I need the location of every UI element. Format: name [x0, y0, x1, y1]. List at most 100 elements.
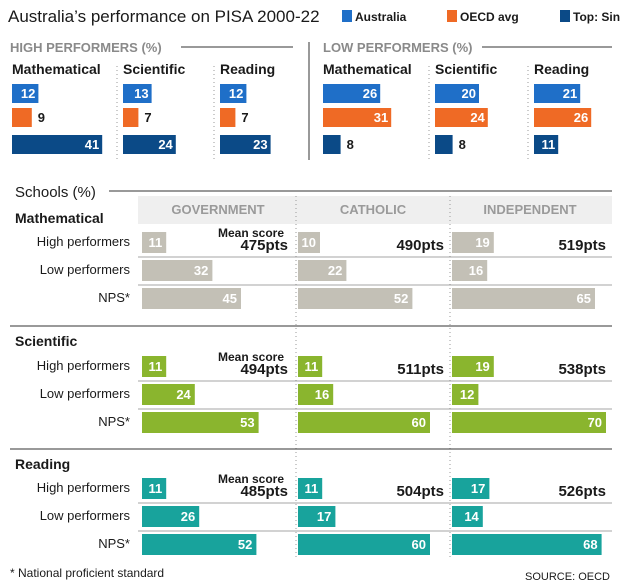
bar-value: 24	[176, 387, 191, 402]
bar-value: 11	[148, 481, 162, 496]
row-label: High performers	[37, 234, 131, 249]
bar	[452, 260, 488, 281]
row-label: NPS*	[98, 290, 130, 305]
bar-value: 19	[475, 235, 489, 250]
bar-value: 70	[588, 415, 602, 430]
bar-value: 8	[347, 137, 354, 152]
bar-value: 68	[583, 537, 597, 552]
schools-title: Schools (%)	[15, 184, 96, 201]
legend-swatch	[342, 10, 352, 22]
footnote: * National proficient standard	[10, 566, 164, 580]
bar-value: 7	[241, 110, 248, 125]
mean-score: 475pts	[240, 237, 288, 254]
mean-score-label: Mean score	[218, 472, 284, 486]
bar	[452, 506, 483, 527]
bar-value: 12	[460, 387, 474, 402]
bar	[12, 84, 39, 103]
bar-value: 11	[304, 481, 318, 496]
row-label: NPS*	[98, 414, 130, 429]
bar-value: 60	[412, 537, 426, 552]
bar-value: 8	[459, 137, 466, 152]
column-header-band	[138, 196, 612, 224]
bar-value: 65	[577, 291, 591, 306]
group-label: Scientific	[123, 61, 185, 77]
bar	[298, 384, 334, 405]
bar-value: 24	[470, 110, 485, 125]
row-label: Low performers	[40, 386, 131, 401]
row-label: High performers	[37, 480, 131, 495]
bar-value: 20	[462, 86, 476, 101]
bar	[298, 288, 413, 309]
bar	[323, 84, 381, 103]
bar	[220, 84, 247, 103]
bar	[142, 506, 200, 527]
bar	[534, 108, 592, 127]
subject-label: Mathematical	[15, 210, 104, 226]
bar-value: 23	[253, 137, 267, 152]
group-label: Mathematical	[323, 61, 412, 77]
bar	[452, 232, 494, 253]
bar-value: 31	[374, 110, 388, 125]
bar	[142, 534, 257, 555]
bar	[323, 108, 392, 127]
bar	[452, 478, 490, 499]
row-label: Low performers	[40, 262, 131, 277]
group-label: Mathematical	[12, 61, 101, 77]
bar-value: 26	[181, 509, 195, 524]
bar	[220, 108, 236, 127]
bar-value: 12	[21, 86, 35, 101]
legend-swatch	[447, 10, 457, 22]
bar-value: 22	[328, 263, 342, 278]
panel-title: HIGH PERFORMERS (%)	[10, 40, 162, 55]
bar	[142, 288, 241, 309]
bar	[298, 506, 336, 527]
bar-value: 11	[304, 359, 318, 374]
group-label: Scientific	[435, 61, 497, 77]
bar-value: 16	[315, 387, 329, 402]
group-label: Reading	[534, 61, 589, 77]
legend-label: OECD avg	[460, 10, 519, 24]
bar	[142, 384, 195, 405]
panel-title: LOW PERFORMERS (%)	[323, 40, 473, 55]
bar	[123, 108, 139, 127]
bar-value: 26	[363, 86, 377, 101]
bar	[452, 412, 606, 433]
bar-value: 14	[464, 509, 479, 524]
bar-value: 24	[158, 137, 173, 152]
bar	[142, 478, 167, 499]
group-label: Reading	[220, 61, 275, 77]
bar-value: 53	[240, 415, 254, 430]
bar-value: 7	[144, 110, 151, 125]
bar-value: 11	[148, 359, 162, 374]
bar	[142, 232, 167, 253]
bar-value: 60	[412, 415, 426, 430]
bar-value: 13	[134, 86, 148, 101]
legend-label: Australia	[355, 10, 407, 24]
mean-score: 485pts	[240, 483, 288, 500]
bar	[435, 84, 479, 103]
bar	[298, 412, 430, 433]
bar	[323, 135, 341, 154]
bar	[123, 84, 152, 103]
bar	[452, 356, 494, 377]
bar	[435, 108, 488, 127]
bar	[12, 135, 103, 154]
mean-score: 494pts	[240, 361, 288, 378]
bar	[452, 534, 602, 555]
bar-value: 26	[574, 110, 588, 125]
bar	[142, 412, 259, 433]
mean-score: 526pts	[558, 483, 606, 500]
bar-value: 10	[302, 235, 316, 250]
mean-score: 504pts	[396, 483, 444, 500]
bar	[12, 108, 32, 127]
bar-value: 11	[541, 137, 555, 152]
bar	[534, 135, 559, 154]
mean-score: 511pts	[397, 361, 444, 378]
subject-label: Scientific	[15, 333, 77, 349]
page-title: Australia’s performance on PISA 2000-22	[8, 7, 320, 26]
bar	[298, 478, 323, 499]
column-header: GOVERNMENT	[171, 202, 264, 217]
row-label: Low performers	[40, 508, 131, 523]
mean-score-label: Mean score	[218, 226, 284, 240]
bar	[452, 288, 595, 309]
